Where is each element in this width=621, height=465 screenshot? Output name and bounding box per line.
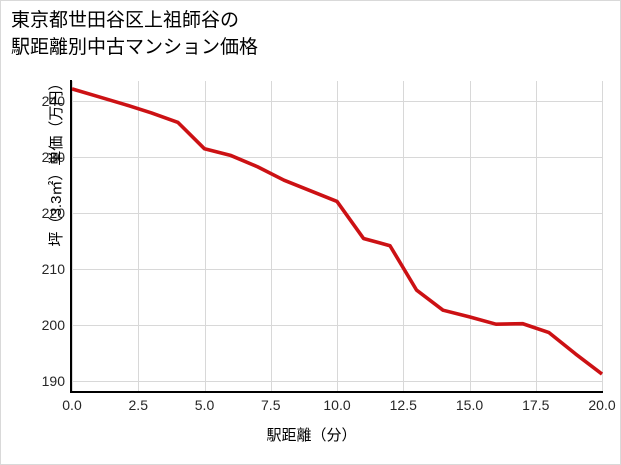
x-axis-spine [70,391,603,393]
gridline-vertical [271,81,272,392]
y-axis-tick-label: 230 [41,148,65,165]
x-axis-tick-label: 10.0 [323,397,351,413]
x-axis-tick-label: 15.0 [455,397,484,413]
gridline-vertical [138,81,139,392]
gridline-vertical [536,81,537,392]
gridline-vertical [205,81,206,392]
x-axis-tick-label: 0.0 [62,397,82,413]
chart-title-line-2: 駅距離別中古マンション価格 [11,37,259,58]
data-line-svg [71,87,604,376]
y-axis-spine [70,80,72,393]
gridline-vertical [602,81,603,392]
x-axis-title: 駅距離（分） [266,427,357,444]
chart-title-line-1: 東京都世田谷区上祖師谷の [11,10,240,31]
x-axis-tick-label: 12.5 [389,397,417,413]
gridline-vertical [403,81,404,392]
price-trend-line [71,87,604,376]
y-axis-tick-label: 200 [41,316,65,333]
plot-area [71,81,604,392]
y-axis-tick-label: 190 [41,372,65,389]
chart-title: 東京都世田谷区上祖師谷の 駅距離別中古マンション価格 [11,7,611,61]
x-axis-tick-label: 2.5 [128,397,148,413]
gridline-vertical [72,81,73,392]
y-axis-tick-label: 210 [41,260,65,277]
y-axis-tick-labels: 190 200 210 220 230 240 [1,1,65,464]
x-axis-tick-label: 7.5 [261,397,281,413]
gridline-vertical [470,81,471,392]
x-axis-tick-label: 5.0 [194,397,215,413]
gridline-vertical [337,81,338,392]
y-axis-title: 坪（3.3㎡）単価（万円） [48,75,65,247]
y-axis-tick-label: 240 [41,92,65,109]
y-axis-title-holder: 坪（3.3㎡）単価（万円） [45,11,65,311]
y-axis-tick-label: 220 [41,204,65,221]
x-axis-tick-label: 17.5 [522,397,550,413]
x-axis-tick-label: 20.0 [588,397,616,413]
